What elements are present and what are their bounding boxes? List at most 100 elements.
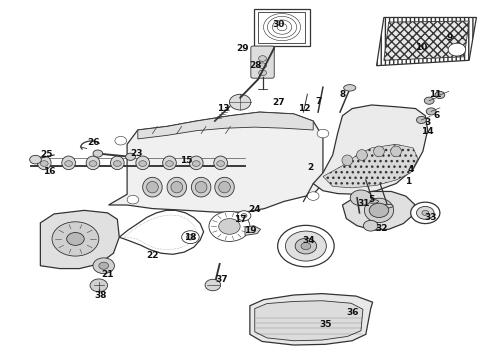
Text: 13: 13	[217, 104, 229, 113]
Ellipse shape	[192, 177, 211, 197]
Ellipse shape	[136, 156, 149, 170]
Circle shape	[416, 206, 434, 219]
Text: 38: 38	[94, 291, 106, 300]
Ellipse shape	[214, 156, 227, 170]
Circle shape	[435, 91, 445, 99]
Polygon shape	[313, 105, 428, 194]
Ellipse shape	[342, 155, 353, 166]
Text: 21: 21	[101, 270, 114, 279]
Text: 8: 8	[339, 90, 345, 99]
Circle shape	[307, 192, 319, 201]
Polygon shape	[255, 301, 363, 341]
Text: 19: 19	[244, 225, 256, 234]
Text: 11: 11	[429, 90, 441, 99]
Text: 25: 25	[41, 150, 53, 159]
Text: 28: 28	[249, 61, 262, 70]
Circle shape	[115, 136, 126, 145]
Circle shape	[411, 202, 440, 224]
Ellipse shape	[37, 156, 51, 170]
Text: 27: 27	[272, 98, 284, 107]
Polygon shape	[376, 18, 476, 66]
FancyBboxPatch shape	[251, 46, 274, 78]
Circle shape	[209, 211, 250, 242]
Text: 9: 9	[446, 33, 453, 42]
Circle shape	[259, 56, 267, 62]
Ellipse shape	[111, 156, 124, 170]
Ellipse shape	[368, 200, 378, 203]
Text: 15: 15	[180, 156, 193, 165]
Ellipse shape	[382, 204, 393, 208]
Circle shape	[193, 161, 200, 166]
Circle shape	[448, 43, 466, 56]
Text: 36: 36	[346, 308, 359, 317]
Text: 35: 35	[319, 320, 332, 329]
Text: 17: 17	[234, 215, 246, 224]
Circle shape	[278, 225, 334, 267]
Circle shape	[317, 129, 329, 138]
FancyBboxPatch shape	[254, 9, 310, 46]
Circle shape	[364, 220, 378, 231]
Circle shape	[424, 97, 434, 104]
Polygon shape	[109, 112, 323, 212]
Polygon shape	[138, 112, 313, 139]
Text: 26: 26	[88, 138, 100, 147]
Circle shape	[229, 94, 251, 110]
Circle shape	[369, 203, 389, 217]
Circle shape	[89, 161, 97, 166]
Text: 2: 2	[308, 163, 314, 172]
Circle shape	[40, 161, 48, 166]
Polygon shape	[323, 144, 418, 188]
Circle shape	[286, 231, 326, 261]
Text: 29: 29	[237, 44, 249, 53]
Ellipse shape	[357, 150, 368, 160]
Ellipse shape	[196, 181, 207, 193]
Circle shape	[217, 161, 224, 166]
Ellipse shape	[215, 177, 234, 197]
Circle shape	[416, 116, 426, 123]
Ellipse shape	[86, 156, 100, 170]
Text: 14: 14	[421, 127, 434, 136]
Circle shape	[114, 161, 121, 166]
Circle shape	[301, 243, 311, 249]
Circle shape	[65, 161, 73, 166]
Text: 34: 34	[302, 236, 315, 245]
Circle shape	[90, 279, 108, 292]
Circle shape	[219, 219, 240, 234]
Text: 12: 12	[298, 104, 311, 113]
Polygon shape	[245, 226, 261, 235]
Text: 22: 22	[146, 251, 159, 260]
Ellipse shape	[163, 156, 176, 170]
Text: 7: 7	[315, 97, 321, 106]
Circle shape	[187, 234, 195, 240]
Text: 3: 3	[424, 118, 431, 127]
Text: 30: 30	[272, 20, 284, 29]
Ellipse shape	[167, 177, 187, 197]
Ellipse shape	[62, 156, 75, 170]
Ellipse shape	[143, 177, 162, 197]
Circle shape	[67, 233, 84, 246]
Ellipse shape	[171, 181, 183, 193]
Circle shape	[93, 258, 115, 274]
Circle shape	[350, 190, 372, 206]
Circle shape	[125, 153, 135, 160]
Ellipse shape	[365, 198, 393, 222]
Polygon shape	[40, 210, 119, 269]
Text: 24: 24	[248, 205, 261, 214]
Text: 31: 31	[358, 199, 370, 208]
Circle shape	[426, 108, 436, 115]
Text: 4: 4	[408, 165, 414, 174]
Circle shape	[241, 213, 247, 218]
Circle shape	[259, 63, 267, 68]
Ellipse shape	[219, 181, 230, 193]
Polygon shape	[343, 192, 415, 230]
Circle shape	[99, 262, 109, 269]
Text: 33: 33	[424, 213, 437, 222]
Polygon shape	[384, 21, 469, 60]
Text: 1: 1	[405, 177, 411, 186]
Circle shape	[259, 70, 267, 76]
Polygon shape	[250, 294, 373, 345]
Circle shape	[30, 156, 41, 164]
Text: 10: 10	[415, 43, 428, 52]
Circle shape	[295, 238, 317, 254]
Ellipse shape	[343, 85, 356, 91]
